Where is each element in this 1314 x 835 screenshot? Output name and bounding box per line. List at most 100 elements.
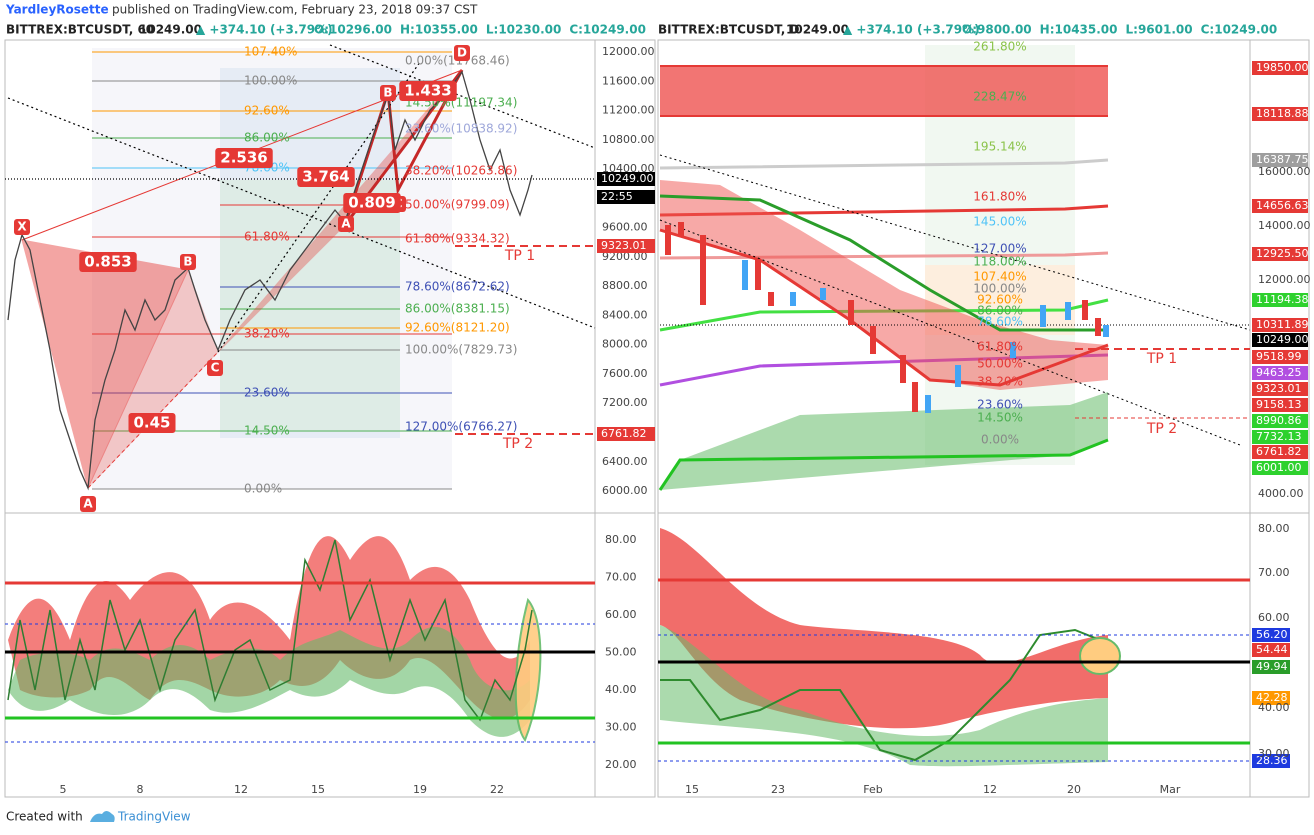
price-tick: 10800.00: [602, 133, 655, 146]
rsi-tick: 40.00: [1258, 701, 1290, 714]
decoration: [660, 528, 1108, 729]
fib-label: 100.00%: [244, 74, 297, 88]
decoration: [1082, 300, 1088, 320]
date-label: 5: [60, 783, 67, 796]
right-fib: [658, 45, 1251, 491]
decoration: [955, 365, 961, 387]
footer-created: Created with: [6, 810, 83, 824]
date-label: Feb: [863, 783, 882, 796]
fib-label: 86.00%: [244, 131, 290, 145]
price-badge-label: 10249.00: [1256, 333, 1309, 346]
price-badge-label: 9463.25: [1256, 366, 1302, 379]
price-badge: [1252, 660, 1290, 674]
ratio-label: 2.536: [220, 149, 267, 167]
decoration: [1103, 325, 1109, 337]
price-tick: 4000.00: [1258, 487, 1304, 500]
footer-brand[interactable]: TradingView: [117, 810, 191, 824]
fib-label: 38.20%(10263.86): [405, 164, 517, 178]
fib-label: 127.00%: [973, 242, 1026, 256]
ratio-label: 0.45: [133, 414, 170, 432]
ohlc: H:10435.00: [1040, 23, 1118, 37]
logo: [90, 811, 115, 822]
decoration: [660, 628, 1101, 762]
point-label: C: [211, 361, 220, 375]
point-label: A: [83, 497, 93, 511]
decoration: [343, 69, 464, 226]
price-badge: [597, 427, 655, 441]
date-label: 23: [771, 783, 785, 796]
decoration: [700, 235, 706, 305]
price-badge: [1252, 247, 1308, 261]
rsi-tick: 30.00: [605, 721, 637, 734]
fib-label: 61.80%: [244, 230, 290, 244]
price-badge: [1252, 643, 1290, 657]
decoration: [848, 300, 854, 325]
ohlc: H:10355.00: [400, 23, 478, 37]
rsi-tick: 80.00: [605, 533, 637, 546]
fib-label: 261.80%: [973, 40, 1026, 54]
price-badge-label: 10311.89: [1256, 318, 1309, 331]
fib-label: 50.00%(9799.09): [405, 198, 510, 212]
rsi-tick: 20.00: [605, 758, 637, 771]
fib-label: 14.50%: [977, 411, 1023, 425]
point-label: A: [341, 217, 351, 231]
ohlc: L:9601.00: [1126, 23, 1193, 37]
fib-label: 61.80%: [977, 340, 1023, 354]
frames: [4, 39, 1310, 798]
date-label: 12: [234, 783, 248, 796]
rsi-tick: 80.00: [1258, 522, 1290, 535]
fib-label: 50.00%: [977, 357, 1023, 371]
date-label: Mar: [1160, 783, 1181, 796]
ohlc: O:9800.00: [962, 23, 1032, 37]
price-badge: [1252, 414, 1308, 428]
price-badge-label: 7732.13: [1256, 430, 1302, 443]
fib-label: 161.80%: [973, 190, 1026, 204]
fib-label: 92.60%: [977, 293, 1023, 307]
fib-label: 38.20%: [977, 375, 1023, 389]
price-tick: 7600.00: [602, 367, 648, 380]
fib-label: 23.60%(10838.92): [405, 122, 517, 136]
ratio-label: 0.809: [348, 194, 395, 212]
price-tick: 12000.00: [602, 45, 655, 58]
decoration: [7, 539, 533, 722]
decoration: [1040, 305, 1046, 327]
author[interactable]: YardleyRosette: [5, 3, 109, 17]
decoration: [658, 438, 1109, 491]
rsi-tick: 60.00: [605, 608, 637, 621]
left-price: [7, 70, 533, 491]
fib-label: 127.00%(6766.27): [405, 420, 517, 434]
point-label: X: [17, 220, 27, 234]
ohlc: C:10249.00: [1201, 23, 1278, 37]
decoration: [659, 158, 1109, 170]
right-candles: [665, 222, 1109, 413]
decoration: [790, 292, 796, 306]
left-fib-bands: [92, 48, 452, 490]
ratio-box: [128, 413, 176, 433]
price-tick: 6000.00: [602, 484, 648, 497]
fib-label: 14.50%: [244, 424, 290, 438]
ratio-box: [297, 167, 355, 187]
price-badge: [597, 172, 655, 186]
fib-label: 195.14%: [973, 140, 1026, 154]
decoration: [755, 260, 761, 290]
price-badge: [1252, 445, 1308, 459]
date-label: 15: [685, 783, 699, 796]
decoration: [870, 326, 876, 354]
fib-label: 145.00%: [973, 215, 1026, 229]
price-badge: [1252, 318, 1308, 332]
price-badge: [1252, 333, 1308, 347]
decoration: [820, 288, 826, 300]
fib-label: 86.00%(8381.15): [405, 302, 510, 316]
decoration: [8, 626, 530, 737]
decoration: [659, 228, 1109, 387]
decoration: [660, 180, 1108, 390]
point-label: B: [383, 86, 392, 100]
price-tick: 7200.00: [602, 396, 648, 409]
ratio-box: [215, 148, 273, 168]
fib-label: 78.60%: [977, 315, 1023, 329]
right-price: 10249.00: [786, 23, 849, 37]
fib-label: 23.60%: [244, 386, 290, 400]
point-label: D: [457, 46, 467, 60]
point-label: B: [183, 255, 192, 269]
price-badge: [1252, 293, 1308, 307]
